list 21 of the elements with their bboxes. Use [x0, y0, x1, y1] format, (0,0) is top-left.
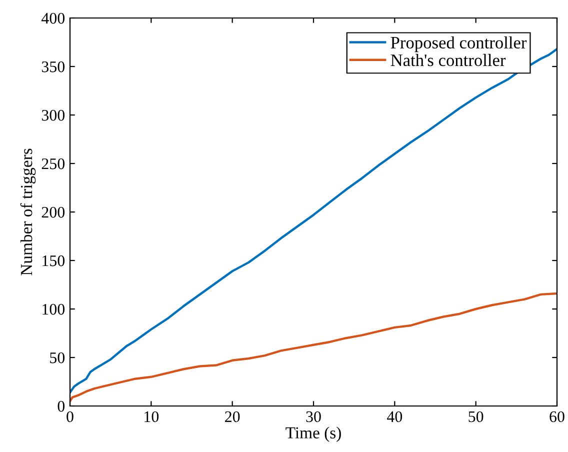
- y-tick-label: 350: [42, 61, 65, 72]
- y-tick-label: 0: [58, 400, 65, 412]
- x-axis-title: Time (s): [286, 426, 341, 442]
- x-tick-label: 40: [386, 411, 402, 422]
- y-tick-label: 250: [42, 158, 65, 170]
- y-tick-label: 50: [50, 352, 65, 364]
- legend-label: Proposed controller: [390, 36, 527, 52]
- y-tick-label: 100: [42, 304, 65, 315]
- legend-label: Nath's controller: [390, 54, 506, 66]
- x-tick-label: 0: [66, 411, 74, 422]
- y-tick-label: 400: [41, 12, 65, 24]
- y-axis-title: Number of triggers: [20, 148, 36, 276]
- x-tick-label: 20: [225, 411, 240, 422]
- y-tick-label: 200: [42, 206, 65, 218]
- y-tick-label: 300: [42, 110, 65, 121]
- x-tick-label: 10: [144, 411, 159, 422]
- x-tick-label: 50: [468, 411, 484, 422]
- line-series: [70, 292, 557, 402]
- y-tick-label: 150: [42, 255, 65, 266]
- x-tick-label: 60: [550, 411, 564, 422]
- x-tick-label: 30: [306, 411, 321, 422]
